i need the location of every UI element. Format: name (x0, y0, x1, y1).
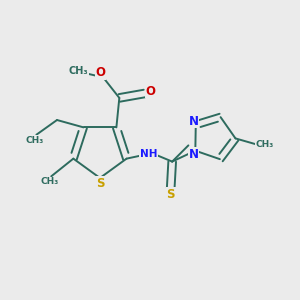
Text: O: O (96, 66, 106, 80)
Text: O: O (146, 85, 156, 98)
Text: CH₃: CH₃ (26, 136, 44, 145)
Text: N: N (189, 148, 199, 161)
Text: N: N (188, 115, 198, 128)
Text: CH₃: CH₃ (255, 140, 274, 149)
Text: CH₃: CH₃ (41, 177, 59, 186)
Text: NH: NH (140, 148, 158, 159)
Text: S: S (96, 177, 104, 190)
Text: S: S (167, 188, 175, 201)
Text: CH₃: CH₃ (69, 65, 88, 76)
